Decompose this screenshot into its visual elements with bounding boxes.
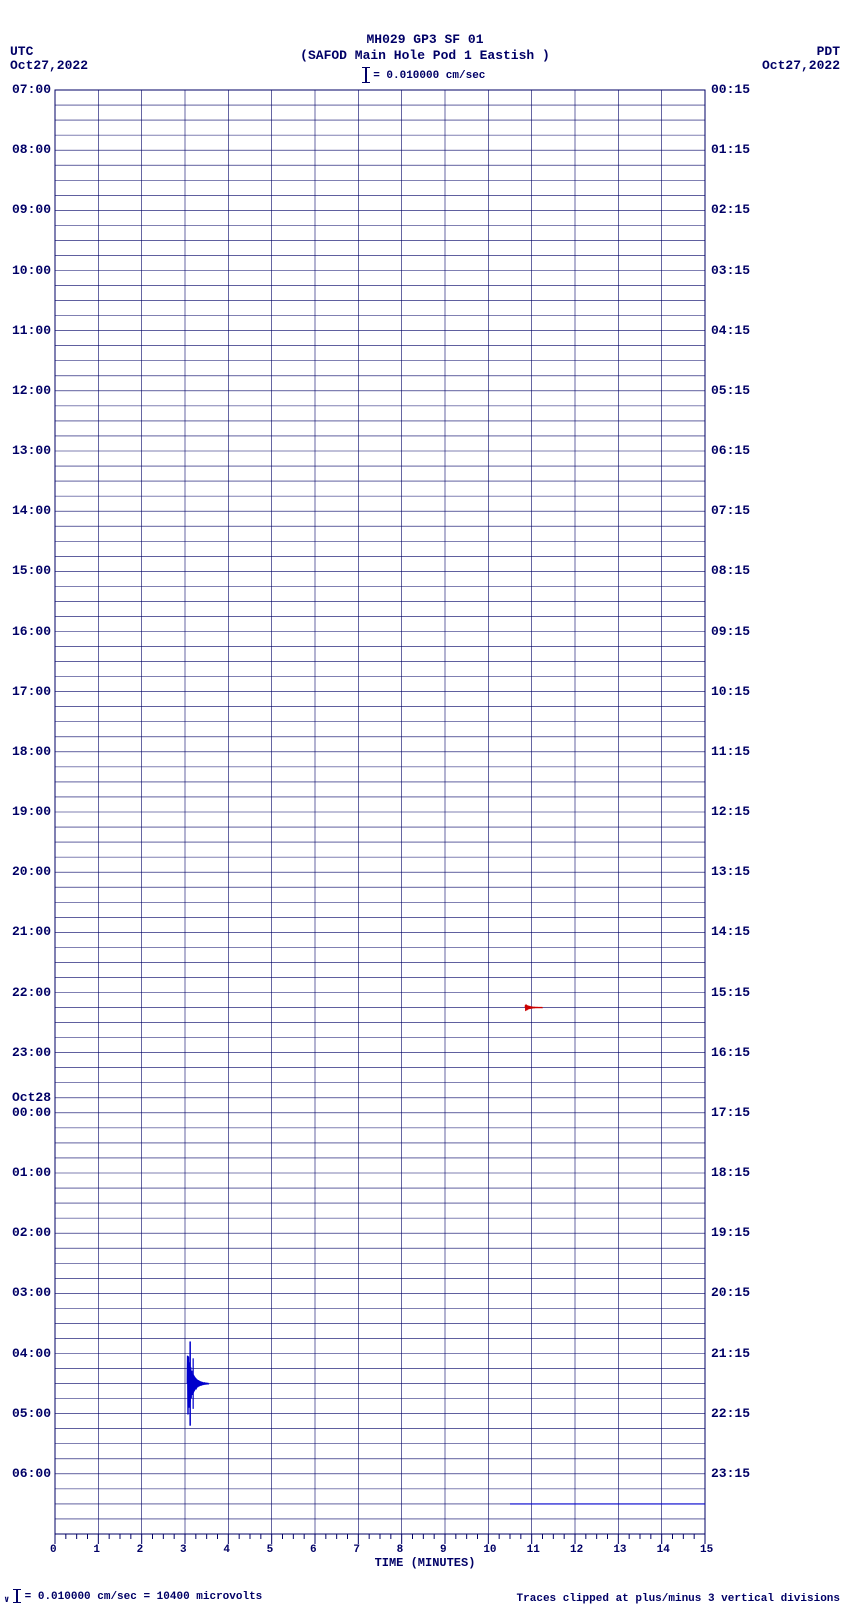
- y-left-label: 00:00: [12, 1105, 51, 1120]
- x-axis-title: TIME (MINUTES): [0, 1556, 850, 1570]
- y-right-label: 04:15: [711, 323, 750, 338]
- y-right-label: 12:15: [711, 804, 750, 819]
- y-left-label: Oct28: [12, 1090, 51, 1105]
- footer-left-text: = 0.010000 cm/sec = 10400 microvolts: [25, 1591, 263, 1603]
- x-tick-label: 3: [180, 1544, 187, 1556]
- y-left-label: 17:00: [12, 684, 51, 699]
- y-right-label: 09:15: [711, 624, 750, 639]
- y-right-label: 18:15: [711, 1165, 750, 1180]
- y-left-label: 19:00: [12, 804, 51, 819]
- x-tick-label: 11: [527, 1544, 540, 1556]
- y-right-label: 14:15: [711, 924, 750, 939]
- x-tick-label: 5: [267, 1544, 274, 1556]
- y-right-label: 01:15: [711, 142, 750, 157]
- y-right-label: 15:15: [711, 985, 750, 1000]
- y-right-label: 07:15: [711, 503, 750, 518]
- y-left-label: 10:00: [12, 263, 51, 278]
- y-left-label: 14:00: [12, 503, 51, 518]
- y-right-label: 05:15: [711, 383, 750, 398]
- y-left-label: 15:00: [12, 563, 51, 578]
- y-right-label: 20:15: [711, 1285, 750, 1300]
- y-right-label: 08:15: [711, 563, 750, 578]
- footer-left: ∨ = 0.010000 cm/sec = 10400 microvolts: [4, 1590, 262, 1605]
- y-left-label: 22:00: [12, 985, 51, 1000]
- y-left-label: 06:00: [12, 1466, 51, 1481]
- y-left-label: 18:00: [12, 744, 51, 759]
- y-left-label: 07:00: [12, 82, 51, 97]
- y-left-label: 13:00: [12, 443, 51, 458]
- y-right-label: 21:15: [711, 1346, 750, 1361]
- y-left-label: 20:00: [12, 864, 51, 879]
- x-tick-label: 8: [397, 1544, 404, 1556]
- x-tick-label: 1: [93, 1544, 100, 1556]
- y-right-label: 02:15: [711, 202, 750, 217]
- y-left-label: 23:00: [12, 1045, 51, 1060]
- x-tick-label: 10: [483, 1544, 496, 1556]
- y-left-label: 12:00: [12, 383, 51, 398]
- x-tick-label: 13: [613, 1544, 626, 1556]
- y-right-label: 10:15: [711, 684, 750, 699]
- x-tick-label: 6: [310, 1544, 317, 1556]
- y-right-label: 16:15: [711, 1045, 750, 1060]
- x-tick-label: 9: [440, 1544, 447, 1556]
- y-left-label: 03:00: [12, 1285, 51, 1300]
- y-left-label: 08:00: [12, 142, 51, 157]
- x-tick-label: 0: [50, 1544, 57, 1556]
- y-left-label: 01:00: [12, 1165, 51, 1180]
- x-tick-label: 12: [570, 1544, 583, 1556]
- y-left-label: 05:00: [12, 1406, 51, 1421]
- x-tick-label: 7: [353, 1544, 360, 1556]
- x-tick-label: 2: [137, 1544, 144, 1556]
- y-right-label: 19:15: [711, 1225, 750, 1240]
- y-right-label: 11:15: [711, 744, 750, 759]
- y-right-label: 23:15: [711, 1466, 750, 1481]
- y-right-label: 13:15: [711, 864, 750, 879]
- x-tick-label: 4: [223, 1544, 230, 1556]
- y-left-label: 21:00: [12, 924, 51, 939]
- y-right-label: 00:15: [711, 82, 750, 97]
- y-left-label: 16:00: [12, 624, 51, 639]
- y-right-label: 03:15: [711, 263, 750, 278]
- x-tick-label: 15: [700, 1544, 713, 1556]
- y-left-label: 02:00: [12, 1225, 51, 1240]
- footer-right: Traces clipped at plus/minus 3 vertical …: [517, 1593, 840, 1605]
- y-right-label: 22:15: [711, 1406, 750, 1421]
- y-right-label: 17:15: [711, 1105, 750, 1120]
- y-left-label: 09:00: [12, 202, 51, 217]
- y-left-label: 04:00: [12, 1346, 51, 1361]
- x-tick-label: 14: [657, 1544, 670, 1556]
- y-left-label: 11:00: [12, 323, 51, 338]
- y-right-label: 06:15: [711, 443, 750, 458]
